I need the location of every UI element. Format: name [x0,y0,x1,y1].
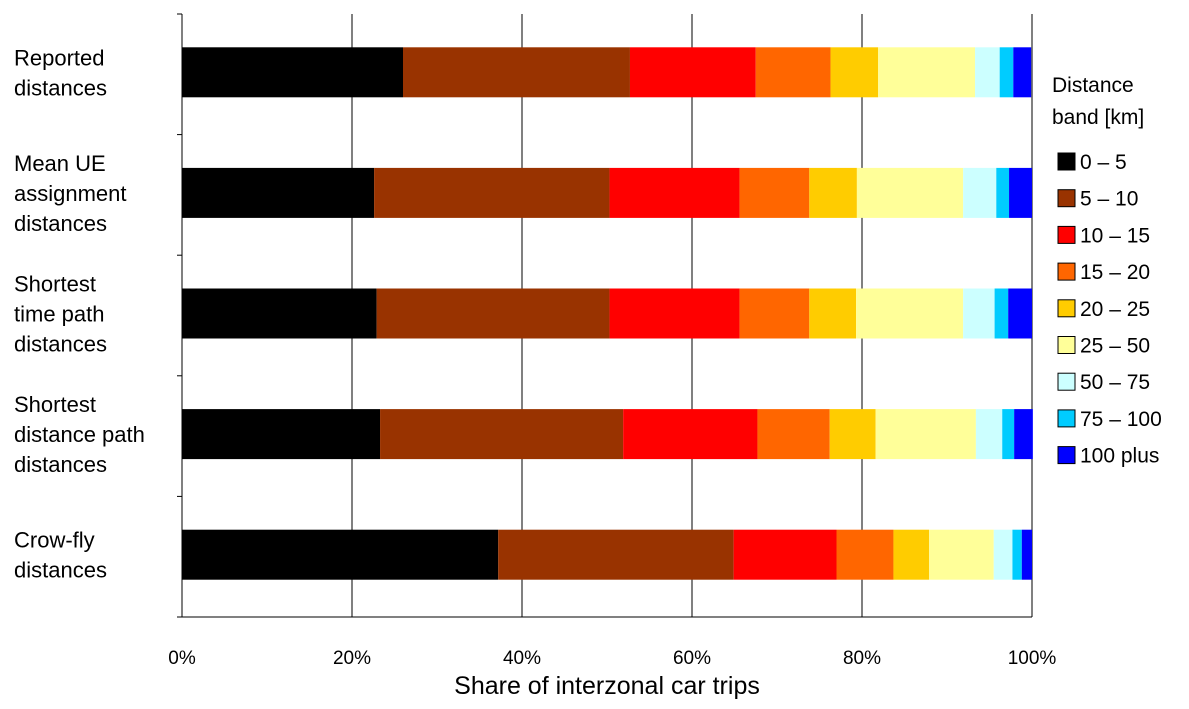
category-label: distance path [14,422,145,447]
x-axis-label: Share of interzonal car trips [454,672,760,700]
category-label: Shortest [14,272,96,297]
legend-swatch [1057,189,1076,208]
category-label: distances [14,75,107,100]
bar-segment [755,47,831,98]
category-label: distances [14,332,107,357]
bar-segment [809,167,857,218]
legend-title: Distance [1052,74,1134,97]
bar-segment [963,288,995,339]
category-label: time path [14,302,105,327]
category-label: Reported [14,45,105,70]
bar-segment [609,167,740,218]
legend-swatch [1057,446,1076,465]
x-tick-label: 40% [503,648,541,669]
bar-segment [878,47,976,98]
bar-segment [993,529,1013,580]
bar-segment [739,288,810,339]
bar-segment [856,167,964,218]
bar-segment [182,288,377,339]
legend-swatch [1057,299,1076,318]
bar-segment [836,529,894,580]
bar-segment [182,529,499,580]
bar-segment [757,409,830,460]
x-tick-label: 100% [1008,648,1057,669]
bar-segment [875,409,976,460]
bar-segment [929,529,994,580]
bar-segment [376,288,610,339]
category-label: Mean UE [14,151,106,176]
category-label: distances [14,558,107,583]
bar-segment [374,167,610,218]
x-tick-labels: 0% 20% 40% 60% 80% 100% [168,648,1056,669]
legend-swatch [1057,372,1076,391]
bar-segment [963,167,997,218]
bar-segment [1008,288,1032,339]
legend-entry: 15 – 20 [1080,261,1150,284]
bar-segment [182,167,375,218]
legend-entry: 100 plus [1080,445,1159,468]
legend-entry: 20 – 25 [1080,298,1150,321]
x-tick-label: 0% [168,648,196,669]
x-tick-label: 20% [333,648,371,669]
bar-segment [380,409,624,460]
category-label: distances [14,452,107,477]
bar-segment [182,409,381,460]
category-label: distances [14,211,107,236]
bar-segment [498,529,734,580]
axes [177,13,1032,618]
bar-segment [1014,409,1033,460]
bar-segment [975,47,1000,98]
legend-entry: 50 – 75 [1080,371,1150,394]
category-label: Shortest [14,392,96,417]
bar-segment [999,47,1014,98]
legend-entry: 75 – 100 [1080,408,1162,431]
bar-segments [182,47,1033,580]
legend-entry: 10 – 15 [1080,224,1150,247]
bar-segment [994,288,1009,339]
category-label: assignment [14,181,127,206]
bar-segment [609,288,740,339]
bar-segment [403,47,630,98]
bar-segment [733,529,837,580]
legend-swatch [1057,225,1076,244]
bar-segment [739,167,810,218]
bar-segment [1009,167,1032,218]
bar-segment [1013,47,1032,98]
legend-swatch [1057,152,1076,171]
x-tick-label: 80% [843,648,881,669]
bar-segment [1021,529,1032,580]
bar-segment [629,47,756,98]
bar-segment [975,409,1003,460]
bar-segment [1002,409,1015,460]
bar-segment [893,529,930,580]
legend-entry: 5 – 10 [1080,188,1138,211]
bar-segment [623,409,758,460]
legend-title: band [km] [1052,106,1144,129]
bar-segment [830,47,879,98]
bar-segment [1012,529,1022,580]
legend-entry: 0 – 5 [1080,151,1127,174]
legend-entry: 25 – 50 [1080,335,1150,358]
x-tick-label: 60% [673,648,711,669]
legend-swatch [1057,409,1076,428]
legend: Distance band [km] 0 – 5 5 – 10 10 – 15 15 – … [1052,74,1162,468]
bar-segment [996,167,1010,218]
legend-swatch [1057,336,1076,354]
legend-swatch [1057,262,1076,281]
bar-segment [829,409,876,460]
category-label: Crow-fly [14,528,95,553]
category-labels: Reported distances Mean UE assignment distan… [14,45,145,582]
bar-segment [182,47,403,98]
bar-segment [809,288,857,339]
bar-segment [856,288,964,339]
